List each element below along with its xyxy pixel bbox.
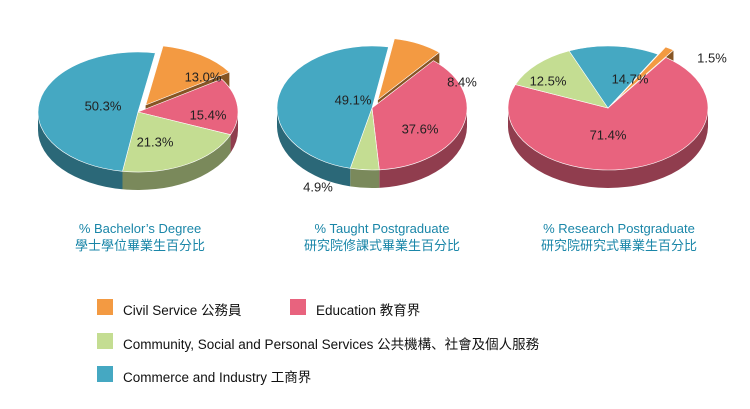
pie-3-label-community: 12.5% <box>530 73 567 88</box>
pie-3-label-civil_service: 1.5% <box>697 50 727 65</box>
pie-chart-1: 13.0% 15.4% 21.3% 50.3% <box>37 45 239 190</box>
chart-3-caption: % Research Postgraduate 研究院研究式畢業生百分比 <box>499 220 739 254</box>
legend-swatch-community <box>97 333 113 349</box>
pie-2-slice-education <box>371 60 468 171</box>
pie-2-label-civil_service: 8.4% <box>447 74 477 89</box>
pie-1-label-civil_service: 13.0% <box>185 69 222 84</box>
pie-3-slice-education <box>507 57 709 171</box>
pie-2-slice-side-education <box>379 108 467 188</box>
pie-1-label-commerce: 50.3% <box>85 98 122 113</box>
chart-2-caption: % Taught Postgraduate 研究院修課式畢業生百分比 <box>262 220 502 254</box>
chart-2-title: % Taught Postgraduate <box>314 221 450 236</box>
chart-1-caption: % Bachelor’s Degree 學士學位畢業生百分比 <box>20 220 260 254</box>
legend-swatch-education <box>290 299 306 315</box>
pie-2-slice-side-commerce <box>277 108 351 187</box>
pie-chart-2: 8.4% 37.6% 4.9% 49.1% <box>276 38 477 194</box>
pie-3-label-commerce: 14.7% <box>612 71 649 86</box>
pie-2-label-community: 4.9% <box>303 179 333 194</box>
pie-3-slice-civil_service <box>615 46 675 101</box>
pie-2-slice-commerce <box>276 45 389 169</box>
pie-1-slice-side-education <box>230 112 238 153</box>
legend-label-commerce: Commerce and Industry 工商界 <box>123 370 312 385</box>
legend-swatch-commerce <box>97 366 113 382</box>
pie-2-slice-civil_service <box>377 38 440 101</box>
pie-3-label-education: 71.4% <box>590 127 627 142</box>
pie-1-label-education: 15.4% <box>190 107 227 122</box>
pie-1-slice-side-commerce <box>38 112 123 190</box>
pie-1-slice-commerce <box>37 51 156 172</box>
chart-3-subtitle: 研究院研究式畢業生百分比 <box>540 238 697 253</box>
pie-1-label-community: 21.3% <box>137 134 174 149</box>
legend-label-civil-service: Civil Service 公務員 <box>123 303 242 318</box>
pie-3-slice-commerce <box>568 45 659 109</box>
pie-2-label-education: 37.6% <box>402 121 439 136</box>
chart-1-title: % Bachelor’s Degree <box>78 221 202 236</box>
legend-label-community: Community, Social and Personal Services … <box>123 337 540 352</box>
legend-label-education: Education 教育界 <box>316 303 421 318</box>
chart-2-subtitle: 研究院修課式畢業生百分比 <box>303 238 460 253</box>
pie-3-slice-community <box>514 50 609 109</box>
pie-1-slice-side-community <box>122 134 231 190</box>
pie-2-label-commerce: 49.1% <box>335 92 372 107</box>
pie-1-slice-education <box>137 78 239 136</box>
pie-3-slice-side-education <box>508 108 708 188</box>
pie-chart-3: 1.5% 71.4% 12.5% 14.7% <box>507 45 727 188</box>
pie-1-slice-community <box>122 111 232 173</box>
chart-3-title: % Research Postgraduate <box>543 221 695 236</box>
pie-2-slice-side-community <box>350 168 380 189</box>
pie-1-slice-civil_service <box>145 45 230 106</box>
chart-1-subtitle: 學士學位畢業生百分比 <box>74 238 205 253</box>
legend-swatch-civil-service <box>97 299 113 315</box>
